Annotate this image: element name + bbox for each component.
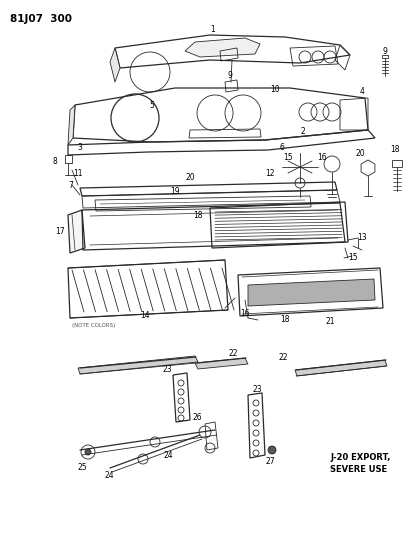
Polygon shape (110, 48, 120, 82)
Polygon shape (68, 210, 85, 253)
Text: 18: 18 (193, 211, 203, 220)
Polygon shape (248, 279, 375, 306)
Text: 12: 12 (265, 169, 275, 179)
Text: 15: 15 (283, 152, 293, 161)
Text: 2: 2 (301, 127, 306, 136)
Text: 15: 15 (348, 254, 358, 262)
Polygon shape (68, 105, 75, 145)
Polygon shape (78, 356, 198, 374)
Text: 7: 7 (69, 182, 74, 190)
Text: 22: 22 (228, 350, 238, 359)
Text: 27: 27 (265, 457, 275, 466)
Text: 24: 24 (104, 471, 114, 480)
Text: 18: 18 (390, 146, 400, 155)
Text: 25: 25 (77, 463, 87, 472)
Text: 4: 4 (360, 87, 364, 96)
Text: 23: 23 (162, 366, 172, 375)
Polygon shape (195, 358, 248, 369)
Polygon shape (295, 360, 387, 376)
Text: 17: 17 (55, 228, 65, 237)
Text: 16: 16 (317, 152, 327, 161)
Text: 18: 18 (280, 316, 290, 325)
Text: 20: 20 (185, 174, 195, 182)
Text: 22: 22 (278, 353, 288, 362)
Text: 21: 21 (325, 318, 335, 327)
Text: 19: 19 (170, 188, 180, 197)
Polygon shape (185, 38, 260, 57)
Text: 23: 23 (252, 385, 262, 394)
Circle shape (268, 446, 276, 454)
Text: (NOTE COLORS): (NOTE COLORS) (72, 322, 115, 327)
Text: SEVERE USE: SEVERE USE (330, 465, 387, 474)
Text: 11: 11 (73, 169, 83, 179)
Text: 26: 26 (192, 414, 202, 423)
Text: 8: 8 (53, 157, 57, 166)
Text: 6: 6 (280, 143, 284, 152)
Circle shape (85, 449, 91, 455)
Text: 24: 24 (163, 451, 173, 461)
Text: 9: 9 (227, 71, 232, 80)
Text: 14: 14 (140, 311, 150, 320)
Text: 9: 9 (382, 46, 387, 55)
Text: 20: 20 (355, 149, 365, 157)
Text: 10: 10 (270, 85, 280, 94)
Text: 16: 16 (240, 310, 250, 319)
Text: 3: 3 (78, 143, 83, 152)
Text: 1: 1 (211, 26, 216, 35)
Text: 81J07  300: 81J07 300 (10, 14, 72, 24)
Text: J-20 EXPORT,: J-20 EXPORT, (330, 454, 390, 463)
Text: 13: 13 (357, 233, 367, 243)
Text: 5: 5 (150, 101, 155, 109)
